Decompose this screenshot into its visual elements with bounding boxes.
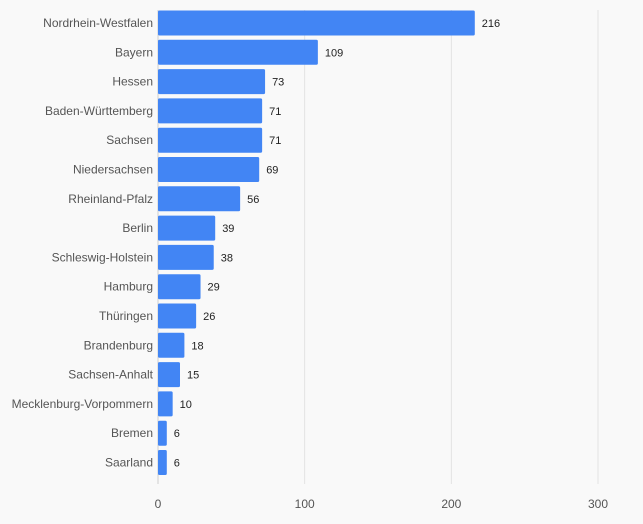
bar-brandenburg — [158, 332, 185, 358]
bar-berlin — [158, 215, 216, 241]
bar-hamburg — [158, 274, 201, 300]
category-label-hessen: Hessen — [112, 75, 153, 89]
value-label-saarland: 6 — [174, 458, 180, 470]
bar-sachsen-anhalt — [158, 362, 180, 388]
category-label-bayern: Bayern — [115, 45, 153, 59]
value-label-brandenburg: 18 — [191, 340, 203, 352]
value-label-th-ringen: 26 — [203, 311, 215, 323]
bar-rheinland-pfalz — [158, 186, 241, 212]
category-label-sachsen-anhalt: Sachsen-Anhalt — [68, 368, 153, 382]
bar-niedersachsen — [158, 157, 260, 182]
category-label-nordrhein-westfalen: Nordrhein-Westfalen — [43, 16, 153, 30]
category-label-sachsen: Sachsen — [106, 133, 153, 147]
value-label-bayern: 109 — [325, 47, 343, 59]
bar-bayern — [158, 39, 318, 65]
category-label-saarland: Saarland — [105, 456, 153, 470]
value-label-hessen: 73 — [272, 77, 284, 89]
value-label-sachsen: 71 — [269, 135, 281, 147]
category-label-berlin: Berlin — [122, 221, 153, 235]
value-label-schleswig-holstein: 38 — [221, 252, 233, 264]
category-label-schleswig-holstein: Schleswig-Holstein — [52, 250, 153, 264]
category-label-baden-w-rttemberg: Baden-Württemberg — [45, 104, 153, 118]
bar-th-ringen — [158, 303, 197, 329]
category-label-mecklenburg-vorpommern: Mecklenburg-Vorpommern — [12, 397, 153, 411]
value-label-nordrhein-westfalen: 216 — [482, 18, 500, 30]
x-tick-label-200: 200 — [441, 497, 461, 511]
value-label-rheinland-pfalz: 56 — [247, 194, 259, 206]
category-label-rheinland-pfalz: Rheinland-Pfalz — [68, 192, 153, 206]
bar-bremen — [158, 420, 167, 446]
value-label-berlin: 39 — [222, 223, 234, 235]
bar-schleswig-holstein — [158, 244, 214, 270]
value-label-niedersachsen: 69 — [266, 165, 278, 177]
value-label-sachsen-anhalt: 15 — [187, 370, 199, 382]
category-label-th-ringen: Thüringen — [99, 309, 153, 323]
value-label-bremen: 6 — [174, 428, 180, 440]
category-label-hamburg: Hamburg — [104, 280, 153, 294]
value-label-hamburg: 29 — [208, 282, 220, 294]
bar-sachsen — [158, 127, 263, 153]
category-label-niedersachsen: Niedersachsen — [73, 163, 153, 177]
bar-hessen — [158, 69, 266, 95]
category-label-brandenburg: Brandenburg — [84, 338, 153, 352]
bar-baden-w-rttemberg — [158, 98, 263, 124]
category-label-bremen: Bremen — [111, 426, 153, 440]
bar-mecklenburg-vorpommern — [158, 391, 173, 417]
value-label-mecklenburg-vorpommern: 10 — [180, 399, 192, 411]
x-tick-label-100: 100 — [295, 497, 315, 511]
x-tick-label-300: 300 — [588, 497, 608, 511]
bar-nordrhein-westfalen — [158, 10, 475, 36]
x-tick-label-0: 0 — [155, 497, 162, 511]
bar-saarland — [158, 450, 167, 475]
value-label-baden-w-rttemberg: 71 — [269, 106, 281, 118]
